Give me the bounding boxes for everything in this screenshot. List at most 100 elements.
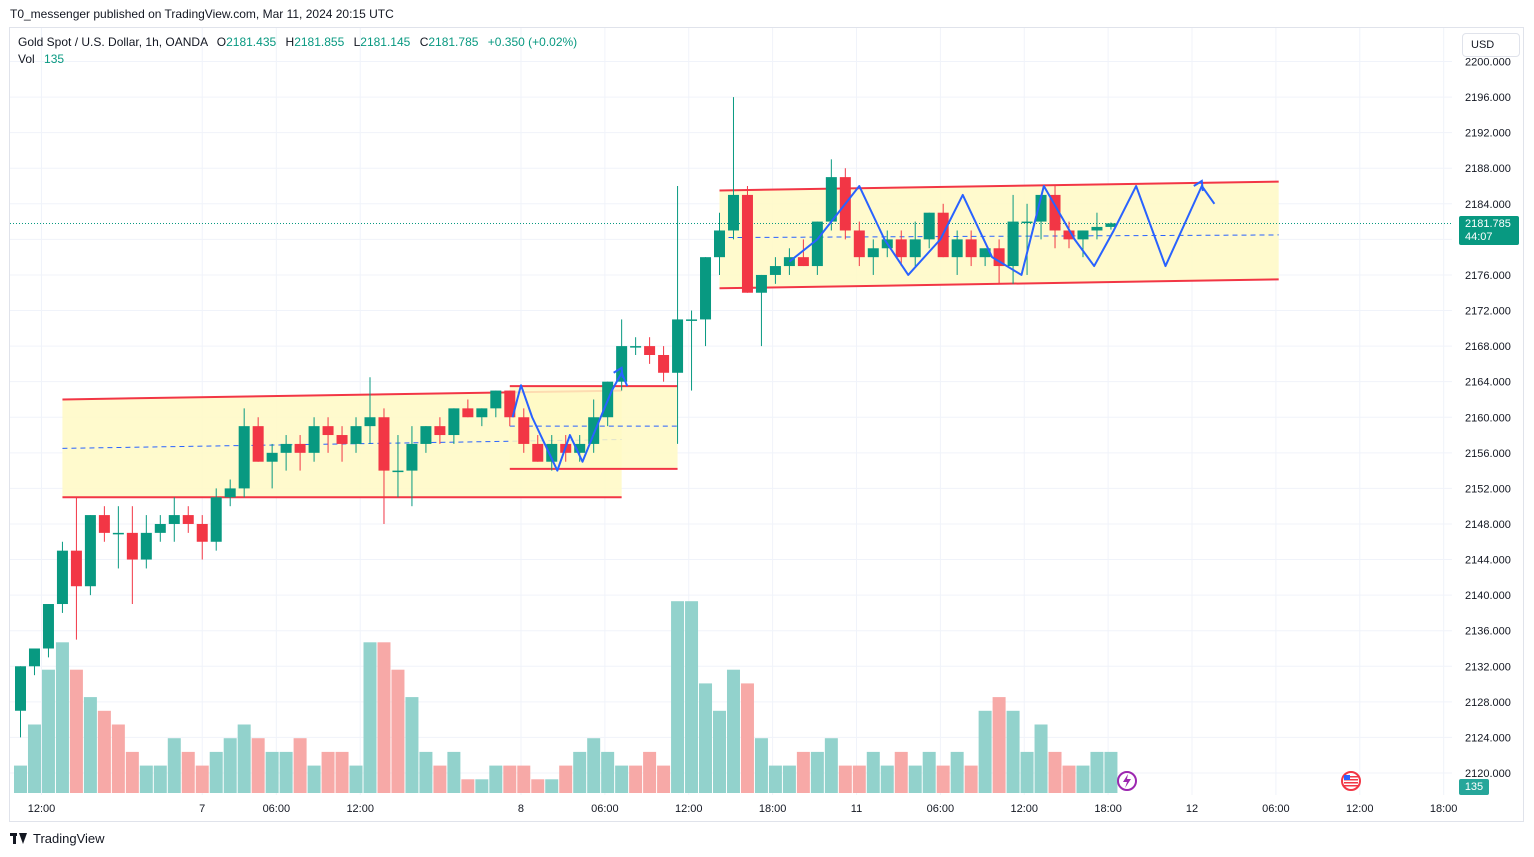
x-tick-label: 12:00 xyxy=(28,803,56,815)
volume-bar xyxy=(419,751,433,793)
volume-bar xyxy=(1076,765,1090,793)
candle-body xyxy=(280,443,292,453)
candle-body xyxy=(630,346,642,348)
x-tick-label: 18:00 xyxy=(759,803,787,815)
candle-body xyxy=(700,257,712,320)
x-tick-label: 06:00 xyxy=(263,803,291,815)
x-tick-label: 11 xyxy=(851,803,862,815)
us-flag-canton xyxy=(1344,775,1350,780)
volume-bar xyxy=(391,669,405,793)
volume-bar xyxy=(559,765,573,793)
projection-path xyxy=(788,185,1216,276)
candle-body xyxy=(210,497,222,542)
y-tick-label: 2184.000 xyxy=(1465,199,1511,211)
us-flag-stripe xyxy=(1344,776,1358,778)
volume-bar xyxy=(922,751,936,793)
y-tick-label: 2124.000 xyxy=(1465,732,1511,744)
x-tick-label: 06:00 xyxy=(591,803,619,815)
volume-bar xyxy=(615,765,629,793)
y-tick-label: 2192.000 xyxy=(1465,128,1511,140)
candle-body xyxy=(182,515,194,524)
candle-body xyxy=(462,408,474,418)
volume-bar xyxy=(726,669,740,793)
candle-body xyxy=(364,417,376,427)
us-flag-stripe xyxy=(1344,782,1358,784)
volume-bar xyxy=(1020,751,1034,793)
us-flag-stripe xyxy=(1344,785,1358,787)
volume-bar xyxy=(321,751,335,793)
volume-bar xyxy=(503,765,517,793)
footer-brand[interactable]: TradingView xyxy=(10,831,105,846)
candle-body xyxy=(420,426,432,444)
volume-bar xyxy=(685,601,699,793)
candle-body xyxy=(1077,230,1089,240)
y-tick-label: 2188.000 xyxy=(1465,163,1511,175)
volume-bar xyxy=(517,765,531,793)
last-price-tag: 2181.785 44:07 xyxy=(1459,216,1519,245)
volume-bar xyxy=(41,669,55,793)
volume-bar xyxy=(950,751,964,793)
volume-bar xyxy=(111,724,125,793)
y-tick-label: 2152.000 xyxy=(1465,483,1511,495)
y-tick-label: 2148.000 xyxy=(1465,519,1511,531)
volume-tag: 135 xyxy=(1459,779,1489,795)
candle-body xyxy=(126,532,138,560)
bar-countdown: 44:07 xyxy=(1465,231,1493,243)
legend-volume-row: Vol 135 xyxy=(18,51,577,68)
legend-low-label: L xyxy=(353,35,361,49)
candle-body xyxy=(252,426,264,462)
candle-body xyxy=(434,426,446,436)
volume-bar xyxy=(810,751,824,793)
volume-bar xyxy=(671,601,685,793)
candle-body xyxy=(448,408,460,436)
volume-bar xyxy=(768,765,782,793)
x-tick-label: 12:00 xyxy=(675,803,703,815)
volume-bar xyxy=(125,751,139,793)
legend-change: +0.350 (+0.02%) xyxy=(487,35,578,49)
volume-bar xyxy=(936,765,950,793)
legend-symbol[interactable]: Gold Spot / U.S. Dollar, 1h, OANDA xyxy=(18,35,208,49)
volume-bar xyxy=(279,751,293,793)
candle-body xyxy=(70,550,82,587)
footer-brand-label: TradingView xyxy=(33,831,105,846)
candle-body xyxy=(658,354,670,373)
candle-body xyxy=(825,177,837,222)
currency-button[interactable]: USD xyxy=(1462,33,1520,57)
volume-bar xyxy=(657,765,671,793)
candle-body xyxy=(56,550,68,605)
candle-body xyxy=(1091,226,1103,231)
currency-label: USD xyxy=(1471,39,1495,51)
legend-high-label: H xyxy=(285,35,295,49)
x-tick-label: 12:00 xyxy=(346,803,374,815)
volume-bar xyxy=(83,697,97,793)
volume-bar xyxy=(573,751,587,793)
last-price-value: 2181.785 xyxy=(1465,218,1511,230)
candle-body xyxy=(714,230,725,258)
candle-body xyxy=(909,239,921,258)
volume-bar xyxy=(335,751,349,793)
candle-body xyxy=(266,452,278,462)
candle-body xyxy=(741,194,753,293)
candle-body xyxy=(965,239,977,258)
candle-body xyxy=(755,274,767,293)
candle-body xyxy=(616,346,628,382)
candle-body xyxy=(993,248,1005,267)
volume-bar xyxy=(1090,751,1104,793)
candle-body xyxy=(1035,194,1047,222)
x-tick-label: 18:00 xyxy=(1430,803,1458,815)
channel-top-line xyxy=(719,180,1279,192)
legend-volume-label[interactable]: Vol xyxy=(18,52,35,66)
candle-body xyxy=(1021,221,1033,224)
candle-body xyxy=(392,470,404,473)
legend-open-value: 2181.435 xyxy=(226,35,277,49)
volume-bar xyxy=(69,669,83,793)
candle-body xyxy=(504,390,516,418)
candle-body xyxy=(518,417,530,444)
legend-ohlc-row: Gold Spot / U.S. Dollar, 1h, OANDA O2181… xyxy=(18,34,577,51)
candle-body xyxy=(532,443,544,462)
candle-body xyxy=(672,319,684,373)
volume-bar xyxy=(587,738,601,793)
x-tick-label: 06:00 xyxy=(1262,803,1290,815)
y-tick-label: 2168.000 xyxy=(1465,341,1511,353)
